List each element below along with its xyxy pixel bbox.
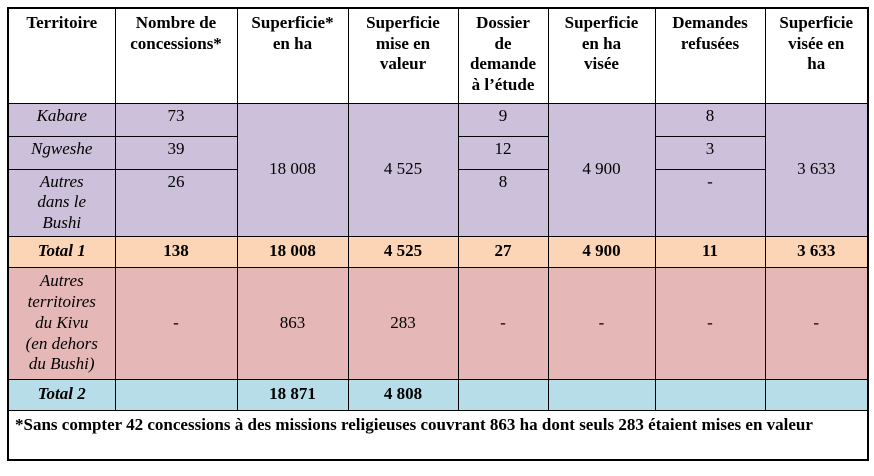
cell-total1-label: Total 1: [7, 235, 116, 268]
cell-total1-superficie-ha: 18 008: [236, 235, 349, 268]
cell-autres-bushi-dossier: 8: [457, 168, 549, 237]
cell-total2-superficie-ha: 18 871: [236, 378, 349, 411]
concessions-table: Territoire Nombre de concessions* Superf…: [7, 7, 869, 462]
row-footnote: *Sans compter 42 concessions à des missi…: [7, 409, 869, 461]
cell-autres-kivu-territory: Autres territoires du Kivu (en dehors du…: [7, 266, 116, 380]
cell-autres-kivu-superficie-mise: 283: [347, 266, 459, 380]
cell-total1-refusees: 11: [654, 235, 766, 268]
cell-total2-empty-concessions: [114, 378, 238, 411]
cell-kabare-refusees: 8: [654, 102, 766, 137]
row-autres-kivu: Autres territoires du Kivu (en dehors du…: [7, 266, 869, 380]
col-header-dossier: Dossier de demande à l’étude: [457, 7, 549, 104]
cell-autres-bushi-territory: Autres dans le Bushi: [7, 168, 116, 237]
row-total-2: Total 2 18 871 4 808: [7, 378, 869, 411]
cell-ngweshe-territory: Ngweshe: [7, 135, 116, 170]
row-total-1: Total 1 138 18 008 4 525 27 4 900 11 3 6…: [7, 235, 869, 268]
table-footnote: *Sans compter 42 concessions à des missi…: [7, 409, 869, 461]
cell-autres-kivu-superficie-visee: -: [547, 266, 656, 380]
col-header-concessions: Nombre de concessions*: [114, 7, 238, 104]
col-header-territoire: Territoire: [7, 7, 116, 104]
cell-total1-superficie-visee-ha: 3 633: [764, 235, 869, 268]
cell-total2-superficie-mise: 4 808: [347, 378, 459, 411]
cell-autres-kivu-superficie-visee-ha: -: [764, 266, 869, 380]
cell-autres-bushi-concessions: 26: [114, 168, 238, 237]
cell-total1-superficie-mise: 4 525: [347, 235, 459, 268]
cell-bushi-superficie-ha: 18 008: [236, 102, 349, 237]
cell-bushi-superficie-mise: 4 525: [347, 102, 459, 237]
cell-bushi-superficie-visee-ha: 3 633: [764, 102, 869, 237]
cell-autres-bushi-refusees: -: [654, 168, 766, 237]
cell-autres-kivu-refusees: -: [654, 266, 766, 380]
cell-total1-dossier: 27: [457, 235, 549, 268]
cell-autres-kivu-dossier: -: [457, 266, 549, 380]
row-kabare: Kabare 73 18 008 4 525 9 4 900 8 3 633: [7, 102, 869, 237]
col-header-refusees: Demandes refusées: [654, 7, 766, 104]
header-row: Territoire Nombre de concessions* Superf…: [7, 7, 869, 104]
cell-total2-empty-superficie-visee-ha: [764, 378, 869, 411]
cell-ngweshe-refusees: 3: [654, 135, 766, 170]
cell-total1-concessions: 138: [114, 235, 238, 268]
col-header-superficie-visee-ha: Superficie visée en ha: [764, 7, 869, 104]
cell-ngweshe-dossier: 12: [457, 135, 549, 170]
cell-autres-kivu-concessions: -: [114, 266, 238, 380]
col-header-superficie-mise: Superficie mise en valeur: [347, 7, 459, 104]
cell-total1-superficie-visee: 4 900: [547, 235, 656, 268]
col-header-superficie-visee: Superficie en ha visée: [547, 7, 656, 104]
cell-kabare-concessions: 73: [114, 102, 238, 137]
cell-total2-empty-dossier: [457, 378, 549, 411]
cell-total2-empty-refusees: [654, 378, 766, 411]
cell-total2-label: Total 2: [7, 378, 116, 411]
cell-total2-empty-superficie-visee: [547, 378, 656, 411]
row-ngweshe: Ngweshe 39 12 3: [7, 135, 868, 170]
cell-kabare-territory: Kabare: [7, 102, 116, 137]
cell-ngweshe-concessions: 39: [114, 135, 238, 170]
row-autres-bushi: Autres dans le Bushi 26 8 -: [7, 168, 868, 237]
cell-bushi-superficie-visee: 4 900: [547, 102, 656, 237]
cell-autres-kivu-superficie-ha: 863: [236, 266, 349, 380]
col-header-superficie-ha: Superficie* en ha: [236, 7, 349, 104]
cell-kabare-dossier: 9: [457, 102, 549, 137]
